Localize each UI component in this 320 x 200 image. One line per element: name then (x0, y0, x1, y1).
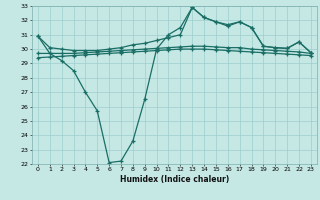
X-axis label: Humidex (Indice chaleur): Humidex (Indice chaleur) (120, 175, 229, 184)
